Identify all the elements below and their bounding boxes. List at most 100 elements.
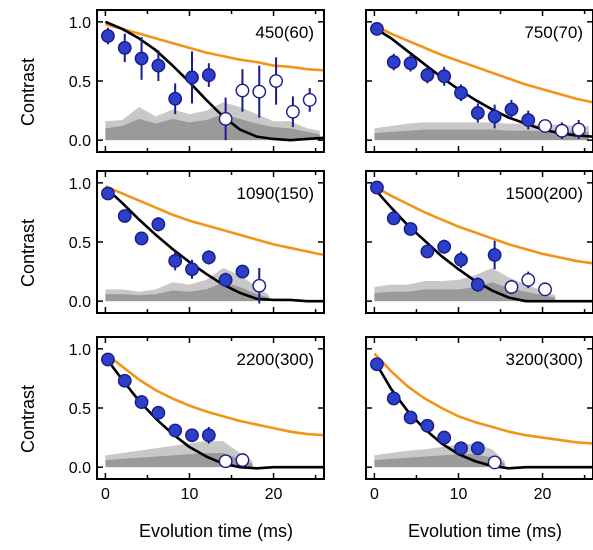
plot-area (371, 354, 593, 469)
data-point-3 (135, 52, 147, 64)
data-point-5 (169, 255, 181, 267)
data-point-3 (404, 223, 416, 235)
plot-area (102, 353, 324, 468)
data-point-11 (539, 120, 551, 132)
plot-area (102, 186, 324, 303)
data-point-2 (388, 212, 400, 224)
x-tick-label-1: 0 (370, 486, 379, 503)
data-point-4 (421, 420, 433, 432)
panel-4: 1500(200) (366, 171, 593, 313)
data-point-1 (371, 358, 383, 370)
y-tick-label-3: 1.0 (69, 342, 91, 359)
panel-5: 0.0 0.5 1.0 0 10 20 2200(300) (69, 337, 324, 503)
data-point-5 (169, 93, 181, 105)
data-point-3 (135, 396, 147, 408)
data-point-7 (203, 251, 215, 263)
data-point-8 (488, 456, 500, 468)
data-point-8 (219, 113, 231, 125)
x-axis-title-right: Evolution time (ms) (408, 521, 562, 541)
panel-label: 750(70) (524, 23, 583, 42)
data-point-4 (421, 69, 433, 81)
data-point-2 (388, 56, 400, 68)
x-axis-titles: Evolution time (ms) Evolution time (ms) (139, 521, 562, 541)
y-tick-label-2: 0.5 (69, 401, 91, 418)
y-tick-label-2: 0.5 (69, 235, 91, 252)
data-point-6 (186, 263, 198, 275)
data-point-8 (488, 110, 500, 122)
x-axis-title-left: Evolution time (ms) (139, 521, 293, 541)
data-point-5 (438, 70, 450, 82)
y-tick-label-1: 0.0 (69, 133, 91, 150)
data-point-9 (505, 103, 517, 115)
data-point-5 (438, 241, 450, 253)
panels-group: 0.0 0.5 1.0 450(60) 750(70) 0.0 0.5 1.0 1090(150… (69, 10, 593, 503)
data-point-5 (169, 424, 181, 436)
data-point-8 (488, 249, 500, 261)
data-point-1 (371, 23, 383, 35)
data-point-1 (102, 30, 114, 42)
panel-label: 1090(150) (236, 184, 314, 203)
data-point-7 (203, 69, 215, 81)
data-point-3 (404, 57, 416, 69)
data-point-12 (556, 125, 568, 137)
panel-label: 1500(200) (505, 184, 583, 203)
data-point-5 (438, 431, 450, 443)
panel-6: 0 10 20 3200(300) (366, 337, 593, 503)
data-point-7 (472, 278, 484, 290)
data-point-2 (119, 375, 131, 387)
y-tick-label-3: 1.0 (69, 15, 91, 32)
data-point-10 (253, 280, 265, 292)
panel-2: 750(70) (366, 10, 593, 152)
black-fit-curve (374, 28, 593, 137)
y-tick-label-1: 0.0 (69, 294, 91, 311)
data-point-6 (455, 442, 467, 454)
data-point-6 (186, 71, 198, 83)
data-point-9 (505, 281, 517, 293)
data-point-12 (287, 106, 299, 118)
data-point-7 (472, 107, 484, 119)
data-point-9 (236, 454, 248, 466)
panel-label: 3200(300) (505, 350, 583, 369)
y-tick-label-1: 0.0 (69, 460, 91, 477)
data-point-1 (102, 187, 114, 199)
y-axis-title-row-2: Contrast (18, 219, 38, 287)
data-point-6 (186, 429, 198, 441)
data-point-4 (152, 218, 164, 230)
data-point-4 (421, 245, 433, 257)
data-point-1 (371, 181, 383, 193)
y-axis-titles: Contrast Contrast Contrast (18, 58, 38, 453)
data-point-10 (522, 114, 534, 126)
panel-label: 450(60) (255, 23, 314, 42)
data-point-8 (219, 455, 231, 467)
data-point-6 (455, 254, 467, 266)
x-tick-label-3: 20 (534, 486, 552, 503)
panel-3: 0.0 0.5 1.0 1090(150) (69, 171, 324, 313)
data-point-1 (102, 353, 114, 365)
data-point-8 (219, 274, 231, 286)
data-point-2 (119, 210, 131, 222)
data-point-11 (539, 283, 551, 295)
x-tick-label-2: 10 (450, 486, 468, 503)
data-point-6 (455, 87, 467, 99)
x-tick-label-2: 10 (181, 486, 199, 503)
data-point-10 (522, 274, 534, 286)
data-point-9 (236, 84, 248, 96)
y-tick-label-3: 1.0 (69, 176, 91, 193)
data-point-2 (388, 392, 400, 404)
data-point-7 (472, 442, 484, 454)
y-axis-title-row-3: Contrast (18, 385, 38, 453)
data-point-11 (270, 75, 282, 87)
data-point-4 (152, 59, 164, 71)
data-point-9 (236, 265, 248, 277)
y-tick-label-2: 0.5 (69, 74, 91, 91)
y-axis-title-row-1: Contrast (18, 58, 38, 126)
panel-label: 2200(300) (236, 350, 314, 369)
x-tick-label-3: 20 (265, 486, 283, 503)
data-point-13 (304, 94, 316, 106)
data-point-7 (203, 429, 215, 441)
data-point-4 (152, 407, 164, 419)
data-point-13 (573, 123, 585, 135)
data-point-10 (253, 85, 265, 97)
data-point-3 (404, 411, 416, 423)
